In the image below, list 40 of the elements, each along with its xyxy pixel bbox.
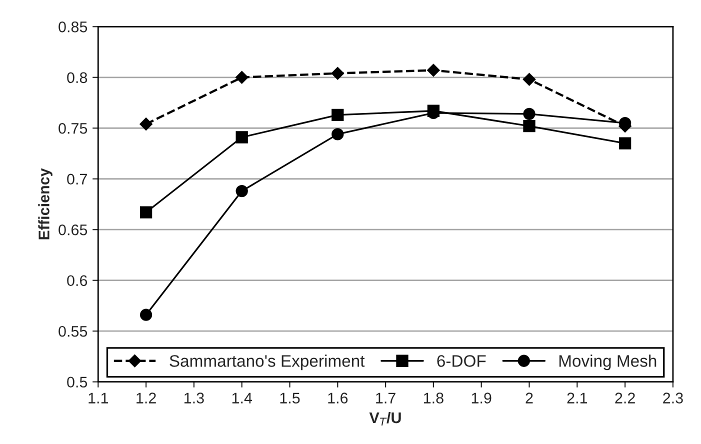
- x-tick-label: 1.1: [88, 392, 108, 404]
- point: [331, 66, 344, 80]
- x-tick-label: 1.7: [376, 392, 396, 404]
- x-tick-label: 1.6: [328, 392, 348, 404]
- y-tick-label: 0.55: [58, 326, 88, 337]
- legend-label: Moving Mesh: [559, 354, 656, 370]
- legend-label: Sammartano's Experiment: [170, 354, 365, 370]
- y-tick-label: 0.5: [67, 376, 88, 388]
- point: [236, 131, 248, 144]
- x-tick-label: 2: [526, 392, 533, 404]
- point: [523, 108, 536, 120]
- point: [140, 118, 152, 130]
- x-axis-title: V$_{T}$/U: [369, 412, 401, 426]
- x-tick-label: 1.3: [184, 392, 204, 404]
- legend-label: 6-DOF: [437, 355, 486, 367]
- x-tick-label: 2.1: [567, 392, 588, 404]
- point: [427, 64, 440, 77]
- point: [332, 128, 344, 140]
- x-tick-label: 1.9: [472, 392, 492, 404]
- y-tick-label: 0.7: [67, 174, 87, 185]
- y-tick-label: 0.85: [58, 22, 88, 32]
- y-tick-label: 0.75: [58, 122, 88, 134]
- x-tick-label: 1.2: [136, 392, 156, 404]
- point: [236, 184, 248, 198]
- y-tick-label: 0.65: [58, 224, 88, 236]
- point: [523, 120, 536, 132]
- point: [332, 108, 344, 122]
- point: [618, 137, 632, 150]
- y-tick-label: 0.6: [67, 275, 88, 286]
- point: [140, 308, 152, 321]
- point: [522, 73, 536, 86]
- x-tick-label: 2.3: [663, 392, 683, 404]
- x-tick-label: 1.8: [424, 392, 444, 404]
- y-axis-title: Efficiency: [38, 168, 52, 240]
- x-tick-label: 1.5: [280, 392, 300, 404]
- point: [140, 206, 152, 218]
- y-tick-label: 0.8: [67, 72, 88, 84]
- x-tick-label: 2.2: [615, 392, 635, 404]
- point: [235, 70, 248, 84]
- x-tick-label: 1.4: [232, 392, 252, 404]
